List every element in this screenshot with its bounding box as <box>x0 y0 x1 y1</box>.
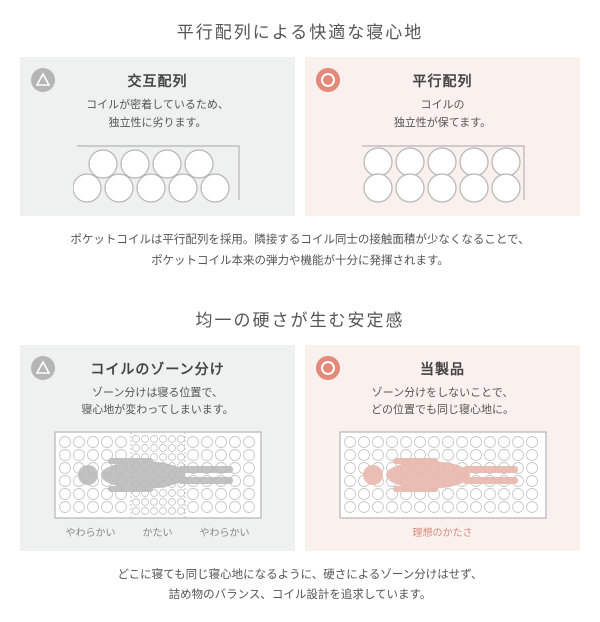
section-title-2: 均一の硬さが生む安定感 <box>0 288 600 345</box>
card-desc: コイルが密着しているため、 独立性に劣ります。 <box>32 97 283 132</box>
coil-diagram-alternating <box>32 142 283 204</box>
card-desc: コイルの 独立性が保てます。 <box>317 97 568 132</box>
card-title: 平行配列 <box>317 71 568 91</box>
circle-icon <box>315 355 341 381</box>
circle-icon <box>315 67 341 93</box>
card-title: 交互配列 <box>32 71 283 91</box>
triangle-icon <box>30 355 56 381</box>
zone-labels: やわらかい かたい やわらかい <box>32 524 283 539</box>
section-parallel: 平行配列による快適な寝心地 交互配列 コイルが密着しているため、 独立性に劣りま… <box>0 0 600 288</box>
section-footer-1: ポケットコイルは平行配列を採用。隣接するコイル同士の接触面積が少なくなることで、… <box>0 216 600 287</box>
triangle-icon <box>30 67 56 93</box>
section-footer-2: どこに寝ても同じ寝心地になるように、硬さによるゾーン分けはせず、 詰め物のバラン… <box>0 551 600 622</box>
card-uniform: 当製品 ゾーン分けをしないことで、 どの位置でも同じ寝心地に。 <box>305 345 580 551</box>
coil-diagram-parallel <box>317 142 568 204</box>
card-parallel: 平行配列 コイルの 独立性が保てます。 <box>305 57 580 216</box>
card-desc: ゾーン分けをしないことで、 どの位置でも同じ寝心地に。 <box>317 385 568 420</box>
card-alternating: 交互配列 コイルが密着しているため、 独立性に劣ります。 <box>20 57 295 216</box>
section-uniform: 均一の硬さが生む安定感 コイルのゾーン分け ゾーン分けは寝る位置で、 寝心地が変… <box>0 288 600 622</box>
compare-row-2: コイルのゾーン分け ゾーン分けは寝る位置で、 寝心地が変わってしまいます。 <box>0 345 600 551</box>
mattress-uniform <box>317 430 568 520</box>
mattress-zoned <box>32 430 283 520</box>
zone-label-ideal: 理想のかたさ <box>317 524 568 539</box>
card-zoned: コイルのゾーン分け ゾーン分けは寝る位置で、 寝心地が変わってしまいます。 <box>20 345 295 551</box>
card-desc: ゾーン分けは寝る位置で、 寝心地が変わってしまいます。 <box>32 385 283 420</box>
section-title-1: 平行配列による快適な寝心地 <box>0 0 600 57</box>
card-title: 当製品 <box>317 359 568 379</box>
compare-row-1: 交互配列 コイルが密着しているため、 独立性に劣ります。 <box>0 57 600 216</box>
card-title: コイルのゾーン分け <box>32 359 283 379</box>
